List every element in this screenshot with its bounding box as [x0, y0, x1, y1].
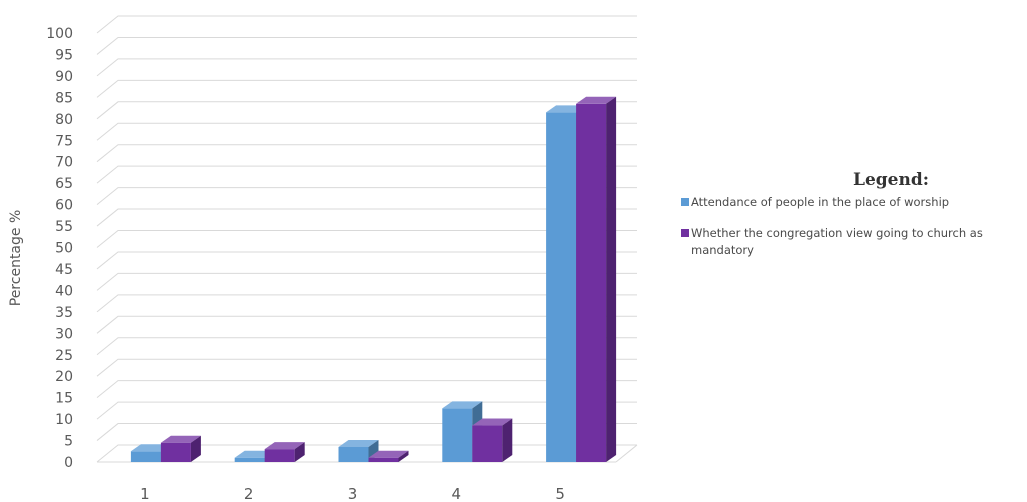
gridline-50 [96, 230, 637, 248]
bar-front [368, 457, 399, 462]
bars [130, 96, 617, 463]
bar-top [368, 450, 409, 458]
y-tick-label-0: 0 [64, 455, 73, 471]
y-tick-label-60: 60 [55, 198, 73, 214]
y-tick-label-55: 55 [55, 219, 73, 235]
y-tick-label-65: 65 [55, 176, 73, 192]
y-tick-label-75: 75 [55, 133, 73, 149]
bar-front [442, 408, 473, 462]
bar-top [472, 418, 513, 426]
bar-side [398, 450, 409, 462]
x-tick-label-5: 5 [555, 485, 565, 502]
gridline-30 [96, 315, 637, 334]
bar-side [294, 442, 305, 462]
bar-side [190, 435, 201, 462]
y-tick-label-10: 10 [55, 412, 73, 428]
bar-1-cat-3 [338, 439, 379, 462]
gridline-15 [96, 380, 637, 399]
bar-top [160, 435, 201, 443]
y-tick-label-35: 35 [55, 305, 73, 321]
y-axis-ticks: 0 5 10 15 20 25 30 35 40 45 50 55 60 65 70 75 80 85 90 95 10… [46, 26, 73, 471]
bar-front [130, 451, 161, 462]
y-tick-label-85: 85 [55, 90, 73, 106]
gridline-45 [96, 251, 637, 270]
bar-front [576, 103, 607, 462]
bar-top [576, 96, 617, 104]
bar-front [234, 457, 265, 462]
y-tick-label-20: 20 [55, 369, 73, 385]
bar-top [338, 439, 379, 447]
y-tick-label-95: 95 [55, 47, 73, 63]
y-tick-label-80: 80 [55, 112, 73, 128]
gridline-85 [96, 79, 637, 98]
x-tick-label-1: 1 [140, 485, 150, 502]
y-tick-label-45: 45 [55, 262, 73, 278]
gridline-90 [96, 58, 637, 77]
y-tick-label-100: 100 [46, 26, 73, 42]
bar-front [338, 446, 369, 462]
y-tick-label-25: 25 [55, 348, 73, 364]
gridline-75 [96, 122, 637, 141]
legend-title: Legend: [853, 170, 929, 190]
legend-item-attendance: Attendance of people in the place of wor… [681, 194, 1027, 211]
gridlines [96, 15, 638, 463]
y-tick-label-40: 40 [55, 283, 73, 299]
gridline-65 [96, 165, 637, 184]
bar-side [606, 96, 617, 462]
legend-label-attendance: Attendance of people in the place of wor… [691, 195, 950, 209]
legend-item-mandatory: Whether the congregation view going to c… [681, 225, 1027, 259]
bar-side [502, 418, 513, 462]
gridline-100 [96, 15, 637, 34]
bar-front [546, 112, 577, 463]
y-tick-label-5: 5 [64, 434, 73, 450]
legend-swatch-attendance [681, 198, 689, 206]
y-axis-label: Percentage % [8, 210, 24, 307]
bar-2-cat-1 [160, 435, 201, 462]
gridline-95 [96, 36, 637, 55]
bar-front [472, 425, 503, 462]
bar-2-cat-5 [576, 96, 617, 462]
floor-side-edge [615, 444, 638, 463]
legend-swatch-mandatory [681, 229, 689, 237]
legend: Legend: Attendance of people in the plac… [681, 170, 1027, 259]
bar-2-cat-2 [264, 442, 305, 462]
x-tick-label-2: 2 [244, 485, 254, 502]
gridline-55 [96, 208, 637, 227]
gridline-80 [96, 101, 637, 120]
legend-label-mandatory: Whether the congregation view going to c… [691, 226, 983, 257]
y-tick-label-90: 90 [55, 69, 73, 85]
bar-2-cat-3 [368, 450, 409, 462]
y-tick-label-50: 50 [55, 241, 73, 257]
gridline-25 [96, 337, 637, 356]
y-tick-label-15: 15 [55, 391, 73, 407]
gridline-60 [96, 187, 637, 205]
bar-2-cat-4 [472, 418, 513, 462]
bar-top [442, 401, 483, 409]
x-axis-ticks: 1 2 3 4 5 [140, 485, 565, 502]
x-tick-label-3: 3 [348, 485, 358, 502]
bar-front [264, 449, 295, 462]
gridline-20 [96, 358, 637, 377]
gridline-40 [96, 272, 637, 291]
y-tick-label-30: 30 [55, 326, 73, 342]
y-tick-label-70: 70 [55, 155, 73, 171]
gridline-35 [96, 294, 637, 313]
bar-top [264, 442, 305, 450]
gridline-70 [96, 144, 637, 163]
x-tick-label-4: 4 [452, 485, 462, 502]
bar-front [160, 442, 191, 462]
